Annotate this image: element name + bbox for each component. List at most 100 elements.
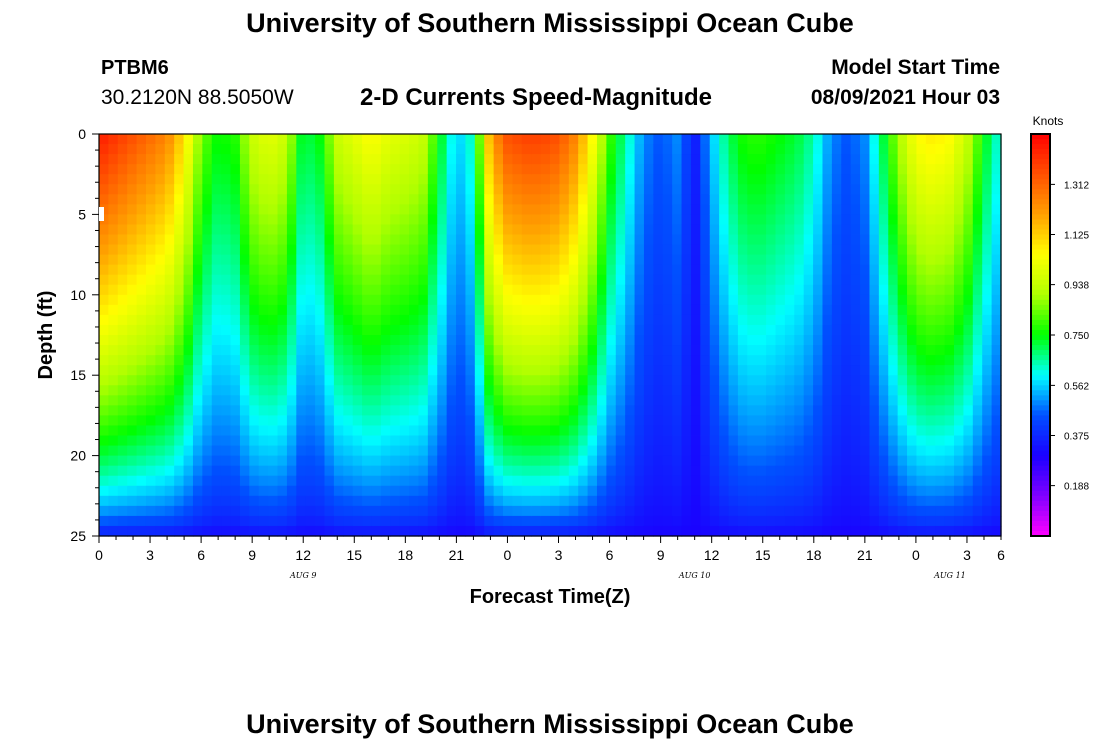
heatmap-cell	[719, 445, 730, 457]
heatmap-cell	[963, 294, 974, 306]
heatmap-cell	[784, 415, 795, 427]
heatmap-cell	[286, 355, 297, 366]
heatmap-cell	[615, 475, 626, 487]
heatmap-cell	[878, 204, 889, 215]
heatmap-cell	[164, 154, 175, 165]
heatmap-cell	[700, 284, 711, 296]
heatmap-cell	[343, 294, 354, 306]
heatmap-cell	[409, 505, 420, 517]
heatmap-cell	[982, 495, 993, 507]
heatmap-cell	[258, 505, 269, 517]
heatmap-cell	[249, 365, 260, 376]
heatmap-cell	[794, 254, 805, 266]
heatmap-cell	[737, 204, 748, 215]
heatmap-cell	[860, 264, 871, 276]
heatmap-cell	[550, 365, 560, 376]
heatmap-cell	[775, 445, 786, 457]
heatmap-cell	[860, 505, 871, 517]
heatmap-cell	[963, 335, 974, 346]
heatmap-cell	[982, 134, 993, 145]
heatmap-cell	[822, 244, 833, 256]
heatmap-cell	[972, 214, 983, 226]
heatmap-cell	[991, 455, 1002, 467]
heatmap-cell	[587, 485, 598, 497]
heatmap-cell	[841, 495, 852, 507]
heatmap-cell	[897, 154, 908, 165]
heatmap-cell	[662, 234, 673, 246]
heatmap-cell	[484, 515, 495, 527]
heatmap-cell	[239, 365, 250, 376]
heatmap-cell	[596, 335, 607, 346]
heatmap-cell	[775, 425, 786, 437]
heatmap-cell	[700, 174, 711, 185]
heatmap-cell	[108, 385, 119, 396]
heatmap-cell	[878, 525, 889, 537]
heatmap-cell	[991, 345, 1002, 356]
heatmap-cell	[737, 505, 748, 517]
heatmap-cell	[427, 365, 438, 376]
heatmap-cell	[681, 304, 692, 316]
heatmap-cell	[907, 465, 918, 477]
heatmap-cell	[596, 505, 607, 517]
heatmap-cell	[531, 385, 542, 396]
colorbar-segment	[1031, 319, 1050, 326]
heatmap-cell	[907, 314, 918, 326]
heatmap-cell	[343, 395, 354, 406]
heatmap-cell	[333, 435, 344, 447]
heatmap-cell	[258, 224, 269, 236]
heatmap-cell	[296, 395, 307, 406]
heatmap-cell	[982, 284, 993, 296]
heatmap-cell	[568, 405, 579, 416]
heatmap-cell	[822, 234, 833, 246]
heatmap-cell	[493, 224, 504, 236]
heatmap-cell	[643, 184, 654, 195]
heatmap-cell	[503, 355, 514, 366]
heatmap-cell	[221, 485, 232, 497]
heatmap-cell	[681, 204, 692, 215]
heatmap-cell	[512, 304, 523, 316]
heatmap-cell	[108, 495, 119, 507]
heatmap-cell	[822, 284, 833, 296]
heatmap-cell	[145, 485, 156, 497]
heatmap-cell	[145, 435, 156, 447]
heatmap-cell	[709, 264, 720, 276]
heatmap-cell	[456, 284, 467, 296]
heatmap-cell	[164, 184, 175, 195]
heatmap-cell	[982, 365, 993, 376]
heatmap-cell	[756, 154, 767, 165]
heatmap-cell	[737, 345, 748, 356]
heatmap-cell	[700, 234, 711, 246]
heatmap-cell	[127, 485, 138, 497]
colorbar-segment	[1031, 365, 1050, 371]
heatmap-cell	[709, 294, 720, 306]
heatmap-cell	[249, 335, 260, 346]
heatmap-cell	[164, 455, 175, 467]
heatmap-cell	[878, 405, 889, 416]
heatmap-cell	[108, 445, 119, 457]
heatmap-cell	[728, 204, 739, 215]
heatmap-cell	[230, 385, 241, 396]
heatmap-cell	[268, 475, 279, 487]
heatmap-cell	[897, 164, 908, 175]
heatmap-cell	[296, 415, 307, 427]
heatmap-cell	[925, 495, 936, 507]
heatmap-cell	[700, 515, 711, 527]
heatmap-cell	[409, 234, 420, 246]
heatmap-cell	[456, 525, 467, 537]
heatmap-cell	[127, 204, 138, 215]
heatmap-cell	[409, 224, 420, 236]
heatmap-cell	[662, 445, 673, 457]
heatmap-cell	[822, 425, 833, 437]
heatmap-cell	[484, 324, 495, 336]
heatmap-cell	[145, 525, 156, 537]
heatmap-cell	[380, 234, 391, 246]
heatmap-cell	[916, 304, 927, 316]
heatmap-cell	[991, 234, 1002, 246]
heatmap-cell	[221, 264, 232, 276]
heatmap-cell	[728, 375, 739, 386]
heatmap-cell	[972, 154, 983, 165]
heatmap-cell	[972, 324, 983, 336]
heatmap-cell	[333, 194, 344, 205]
heatmap-cell	[568, 254, 579, 266]
heatmap-cell	[606, 335, 617, 346]
